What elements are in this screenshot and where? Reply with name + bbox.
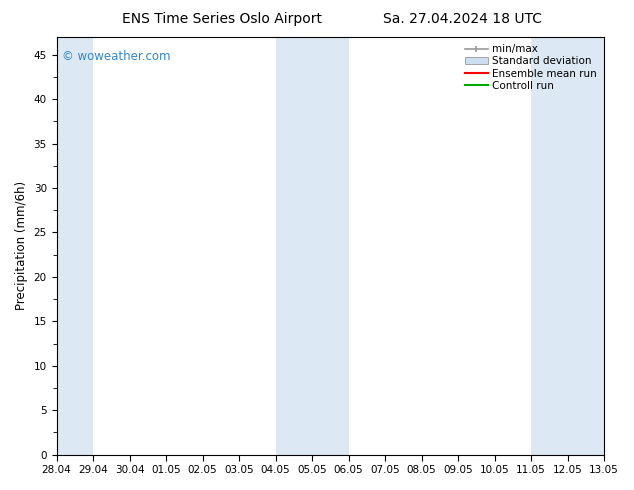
Bar bbox=[56, 37, 93, 455]
Text: ENS Time Series Oslo Airport: ENS Time Series Oslo Airport bbox=[122, 12, 322, 26]
Bar bbox=[276, 37, 349, 455]
Bar bbox=[531, 37, 604, 455]
Text: Sa. 27.04.2024 18 UTC: Sa. 27.04.2024 18 UTC bbox=[384, 12, 542, 26]
Legend: min/max, Standard deviation, Ensemble mean run, Controll run: min/max, Standard deviation, Ensemble me… bbox=[463, 42, 599, 93]
Y-axis label: Precipitation (mm/6h): Precipitation (mm/6h) bbox=[15, 181, 28, 310]
Text: © woweather.com: © woweather.com bbox=[62, 49, 171, 63]
